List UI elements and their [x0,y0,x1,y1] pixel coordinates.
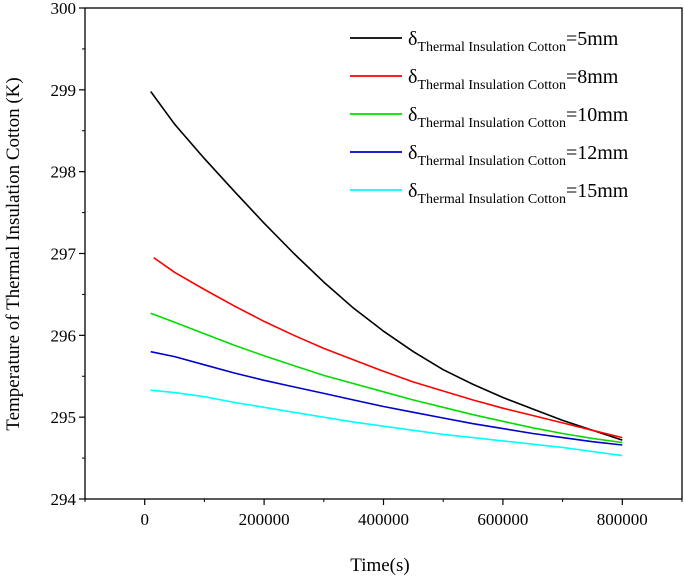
x-tick-label: 800000 [597,510,648,529]
series-line-5 [150,389,623,457]
x-tick-label: 0 [140,510,149,529]
x-axis: 0 200000 400000 600000 800000 [84,499,683,529]
y-tick-label: 297 [51,245,77,264]
legend-label: δThermal Insulation Cotton=8mm [408,66,619,93]
series-line-3 [150,312,623,444]
y-axis-title: Temperature of Thermal Insulation Cotton… [3,77,24,430]
y-tick-label: 298 [51,163,77,182]
y-axis: 294 295 296 297 298 299 300 [51,0,85,509]
legend-label: δThermal Insulation Cotton=15mm [408,180,629,207]
x-tick-label: 400000 [358,510,409,529]
y-tick-label: 300 [51,0,77,18]
x-tick-label: 200000 [239,510,290,529]
series-line-1 [150,91,623,441]
series-lines [150,91,623,457]
y-tick-label: 294 [51,490,77,509]
series-line-2 [153,256,623,439]
legend-label: δThermal Insulation Cotton=5mm [408,28,619,55]
x-axis-title: Time(s) [350,555,409,576]
y-tick-label: 296 [51,326,77,345]
legend: δThermal Insulation Cotton=5mm δThermal I… [350,28,629,207]
y-tick-label: 295 [51,408,77,427]
x-tick-label: 600000 [477,510,528,529]
series-line-4 [150,350,623,446]
legend-label: δThermal Insulation Cotton=10mm [408,104,629,131]
y-tick-label: 299 [51,81,77,100]
legend-label: δThermal Insulation Cotton=12mm [408,142,629,169]
